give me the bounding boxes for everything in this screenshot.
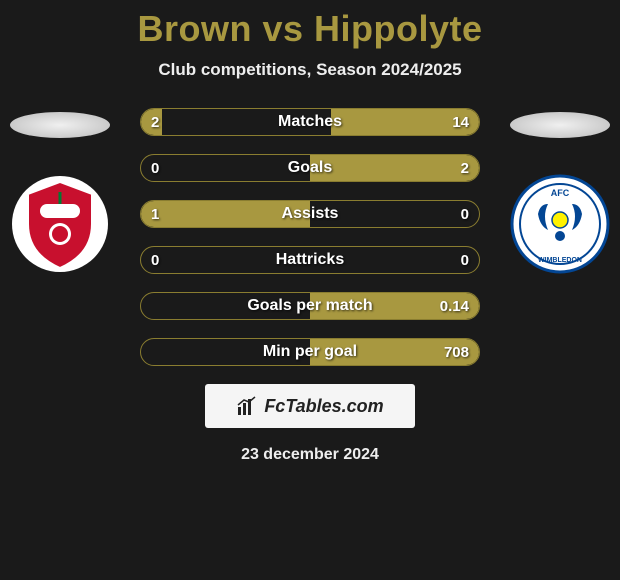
stat-row: 1Assists0 [140,200,480,228]
brand-box[interactable]: FcTables.com [205,384,415,428]
stat-right-value: 0 [461,206,469,223]
right-player-placeholder [510,112,610,138]
stat-row: Goals per match0.14 [140,292,480,320]
stat-row: 0Hattricks0 [140,246,480,274]
comparison-card: Brown vs Hippolyte Club competitions, Se… [0,0,620,580]
brand-chart-icon [236,395,258,417]
stat-right-value: 2 [461,160,469,177]
stat-label: Assists [141,205,479,223]
stat-label: Goals [141,159,479,177]
stat-right-value: 0.14 [440,298,469,315]
stat-row: 0Goals2 [140,154,480,182]
left-club-logo [10,174,110,274]
left-side [0,108,120,274]
stats-column: 2Matches140Goals21Assists00Hattricks0Goa… [120,108,500,366]
stat-right-value: 14 [452,114,469,131]
subtitle: Club competitions, Season 2024/2025 [158,60,461,80]
right-club-logo: AFC WIMBLEDON [510,174,610,274]
stat-label: Hattricks [141,251,479,269]
page-title: Brown vs Hippolyte [137,8,482,50]
stat-label: Goals per match [141,297,479,315]
stat-label: Min per goal [141,343,479,361]
stat-right-value: 708 [444,344,469,361]
date-label: 23 december 2024 [241,446,379,464]
wimbledon-crest-icon: AFC WIMBLEDON [510,174,610,274]
swindon-crest-icon [10,174,110,274]
svg-text:WIMBLEDON: WIMBLEDON [538,257,582,264]
stat-label: Matches [141,113,479,131]
svg-text:AFC: AFC [551,188,570,198]
stat-row: 2Matches14 [140,108,480,136]
stat-row: Min per goal708 [140,338,480,366]
body-row: 2Matches140Goals21Assists00Hattricks0Goa… [0,108,620,366]
right-side: AFC WIMBLEDON [500,108,620,274]
stat-right-value: 0 [461,252,469,269]
left-player-placeholder [10,112,110,138]
brand-label: FcTables.com [264,396,383,417]
